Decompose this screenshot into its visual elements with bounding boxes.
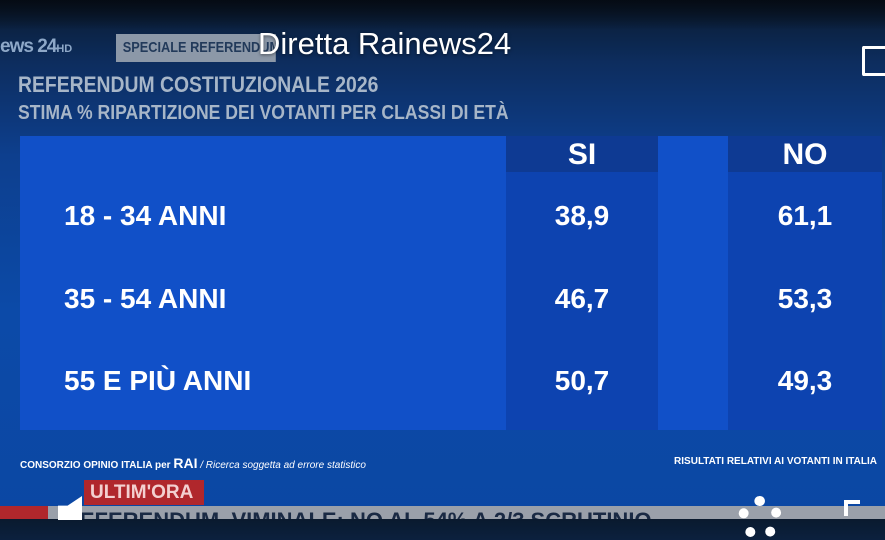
graphic-subtitle: STIMA % RIPARTIZIONE DEI VOTANTI PER CLA… — [18, 102, 509, 124]
settings-gear-icon[interactable] — [738, 496, 782, 540]
value-si: 38,9 — [554, 200, 610, 231]
column-si — [506, 172, 658, 430]
rai-brand: RAI — [173, 455, 198, 471]
fullscreen-icon[interactable] — [844, 500, 860, 516]
header-no: NO — [728, 136, 882, 172]
row-label: 35 - 54 ANNI — [64, 283, 227, 314]
top-gradient — [0, 0, 885, 30]
channel-logo: ews 24HD — [0, 36, 72, 58]
value-no: 53,3 — [777, 283, 833, 314]
stream-title: Diretta Rainews24 — [258, 26, 512, 61]
news-ticker: REFERENDUM, VIMINALE: NO AL 54% A 2/3 SC… — [0, 506, 885, 519]
volume-icon[interactable] — [58, 496, 82, 520]
source-note: CONSORZIO OPINIO ITALIA per RAI / Ricerc… — [20, 455, 366, 471]
graphic-title: REFERENDUM COSTITUZIONALE 2026 — [18, 72, 379, 97]
source-text: CONSORZIO OPINIO ITALIA per — [20, 460, 171, 471]
header-si: SI — [506, 136, 658, 172]
row-label: 55 E PIÙ ANNI — [64, 365, 252, 396]
special-banner: SPECIALE REFERENDUM — [116, 34, 276, 62]
value-no: 49,3 — [777, 365, 833, 396]
column-no — [728, 172, 882, 430]
ticker-tab — [0, 506, 48, 519]
value-si: 50,7 — [554, 365, 610, 396]
results-note: RISULTATI RELATIVI AI VOTANTI IN ITALIA — [674, 456, 877, 467]
row-label: 18 - 34 ANNI — [64, 200, 227, 231]
value-si: 46,7 — [554, 283, 610, 314]
breaking-badge: ULTIM'ORA — [84, 480, 204, 505]
logo-text: ews 24 — [0, 36, 57, 57]
value-no: 61,1 — [777, 200, 833, 231]
share-icon[interactable] — [862, 46, 885, 76]
disclaimer: / Ricerca soggetta ad errore statistico — [200, 460, 366, 471]
ticker-text: REFERENDUM, VIMINALE: NO AL 54% A 2/3 SC… — [64, 508, 652, 519]
logo-hd: HD — [56, 43, 73, 55]
